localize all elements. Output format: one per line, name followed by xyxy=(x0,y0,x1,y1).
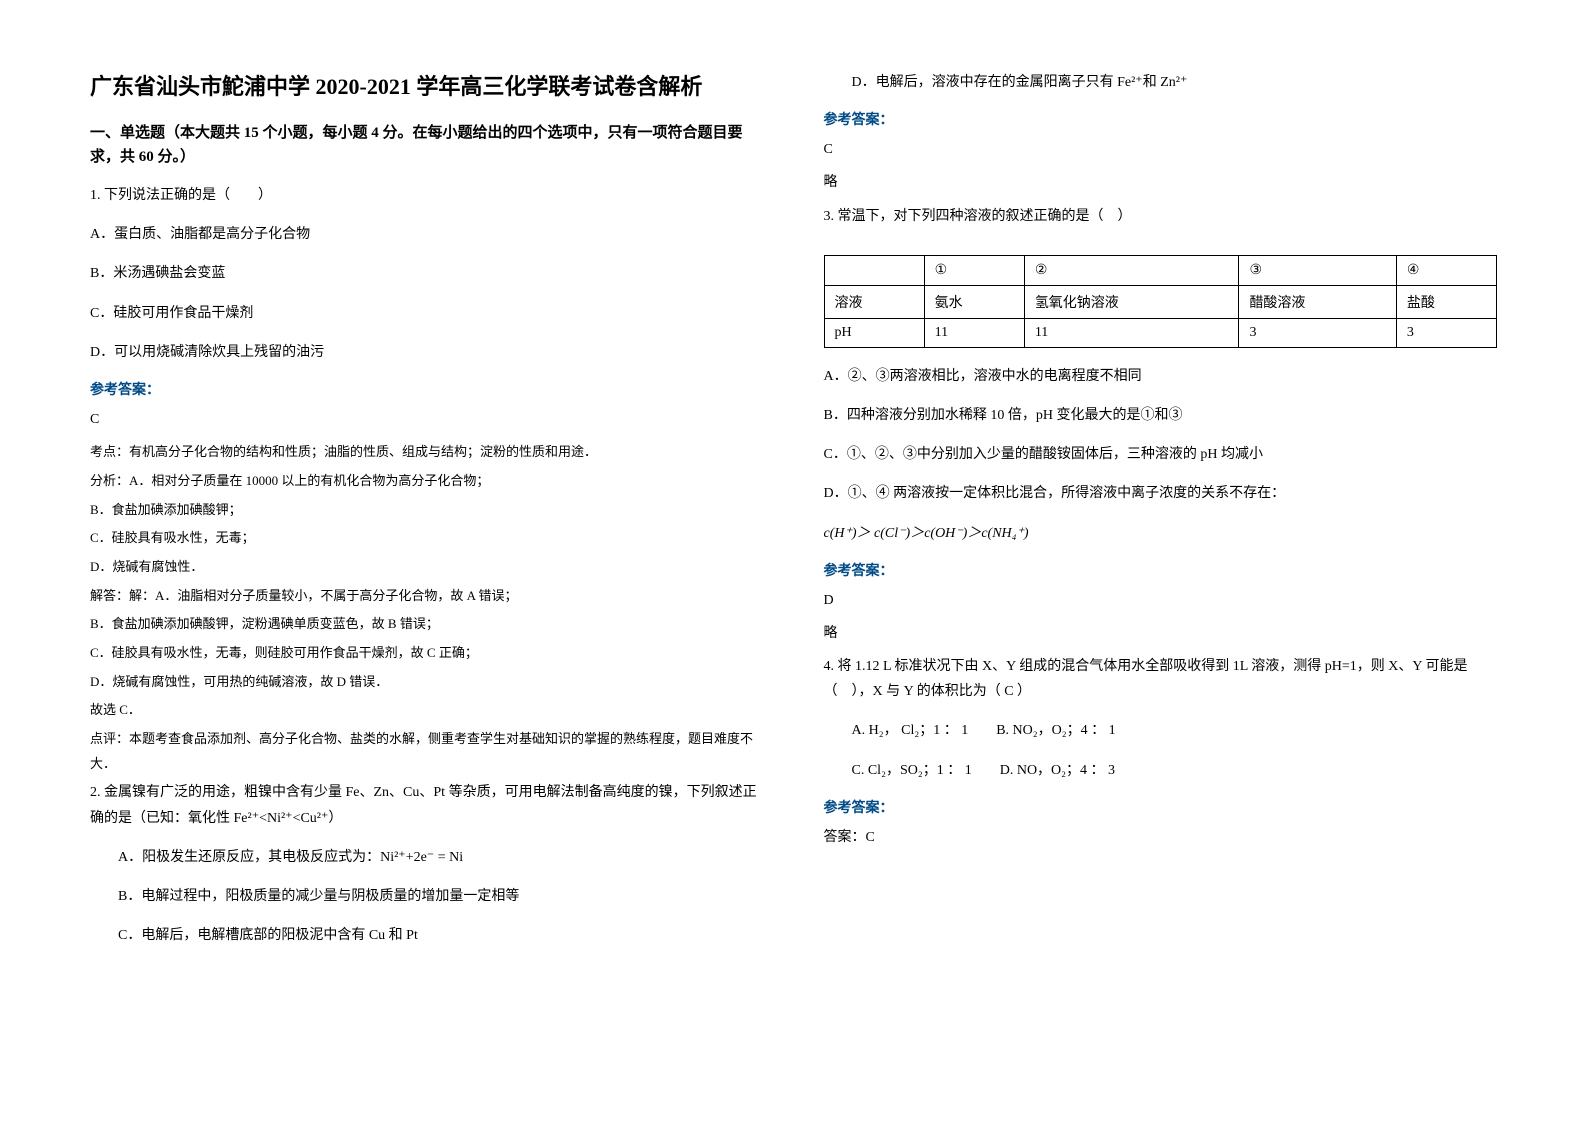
section-header: 一、单选题（本大题共 15 个小题，每小题 4 分。在每小题给出的四个选项中，只… xyxy=(90,121,764,169)
q1-stem: 1. 下列说法正确的是（ ） xyxy=(90,183,764,208)
table-cell: 11 xyxy=(924,318,1024,347)
left-column: 广东省汕头市鮀浦中学 2020-2021 学年高三化学联考试卷含解析 一、单选题… xyxy=(90,70,764,1052)
q1-answer-label: 参考答案： xyxy=(90,379,764,399)
q1-answer: C xyxy=(90,407,764,432)
q4-answer-label: 参考答案： xyxy=(824,797,1498,817)
q1-option-a: A．蛋白质、油脂都是高分子化合物 xyxy=(90,222,764,247)
document-title: 广东省汕头市鮀浦中学 2020-2021 学年高三化学联考试卷含解析 xyxy=(90,70,764,103)
q2-option-c: C．电解后，电解槽底部的阳极泥中含有 Cu 和 Pt xyxy=(118,923,764,948)
q4-answer: 答案：C xyxy=(824,825,1498,850)
table-row: pH 11 11 3 3 xyxy=(824,318,1497,347)
q3-option-d: D．①、④ 两溶液按一定体积比混合，所得溶液中离子浓度的关系不存在： xyxy=(824,481,1498,506)
table-cell: 3 xyxy=(1239,318,1396,347)
q1-analysis-7: B．食盐加碘添加碘酸钾，淀粉遇碘单质变蓝色，故 B 错误； xyxy=(90,612,764,637)
table-header-row: ① ② ③ ④ xyxy=(824,255,1497,285)
q2-answer: C xyxy=(824,137,1498,162)
q4-option-ab: A. H₂， Cl₂；1 ： 1 B. NO₂，O₂；4 ： 1 xyxy=(852,718,1498,743)
q2-answer-label: 参考答案： xyxy=(824,109,1498,129)
q4-stem: 4. 将 1.12 L 标准状况下由 X、Y 组成的混合气体用水全部吸收得到 1… xyxy=(824,654,1498,704)
q3-answer-label: 参考答案： xyxy=(824,560,1498,580)
q2-stem: 2. 金属镍有广泛的用途，粗镍中含有少量 Fe、Zn、Cu、Pt 等杂质，可用电… xyxy=(90,780,764,830)
q3-table: ① ② ③ ④ 溶液 氨水 氢氧化钠溶液 醋酸溶液 盐酸 pH 11 11 3 … xyxy=(824,255,1498,348)
q2-option-a: A．阳极发生还原反应，其电极反应式为：Ni²⁺+2e⁻ = Ni xyxy=(118,845,764,870)
q1-analysis-6: 解答：解：A．油脂相对分子质量较小，不属于高分子化合物，故 A 错误； xyxy=(90,584,764,609)
table-row: 溶液 氨水 氢氧化钠溶液 醋酸溶液 盐酸 xyxy=(824,285,1497,318)
q1-analysis-4: C．硅胶具有吸水性，无毒； xyxy=(90,526,764,551)
q4-option-cd: C. Cl₂，SO₂；1 ： 1 D. NO，O₂；4 ： 3 xyxy=(852,758,1498,783)
q1-analysis-8: C．硅胶具有吸水性，无毒，则硅胶可用作食品干燥剂，故 C 正确； xyxy=(90,641,764,666)
table-cell: ③ xyxy=(1239,255,1396,285)
q3-stem: 3. 常温下，对下列四种溶液的叙述正确的是（ ） xyxy=(824,204,1498,229)
q1-option-c: C．硅胶可用作食品干燥剂 xyxy=(90,301,764,326)
table-cell: 溶液 xyxy=(824,285,924,318)
table-cell: 盐酸 xyxy=(1396,285,1496,318)
q1-analysis-11: 点评：本题考查食品添加剂、高分子化合物、盐类的水解，侧重考查学生对基础知识的掌握… xyxy=(90,727,764,776)
q1-option-d: D．可以用烧碱清除炊具上残留的油污 xyxy=(90,340,764,365)
q3-answer: D xyxy=(824,588,1498,613)
table-cell: ② xyxy=(1024,255,1239,285)
table-cell: 氢氧化钠溶液 xyxy=(1024,285,1239,318)
table-cell: 醋酸溶液 xyxy=(1239,285,1396,318)
q1-analysis-10: 故选 C． xyxy=(90,698,764,723)
q2-option-b: B．电解过程中，阳极质量的减少量与阴极质量的增加量一定相等 xyxy=(118,884,764,909)
table-cell xyxy=(824,255,924,285)
right-column: D．电解后，溶液中存在的金属阳离子只有 Fe²⁺和 Zn²⁺ 参考答案： C 略… xyxy=(824,70,1498,1052)
q3-formula: c(H⁺)＞ c(Cl⁻)＞c(OH⁻)＞c(NH₄⁺) xyxy=(824,521,1498,546)
q1-option-b: B．米汤遇碘盐会变蓝 xyxy=(90,261,764,286)
table-cell: ① xyxy=(924,255,1024,285)
table-cell: 11 xyxy=(1024,318,1239,347)
q1-analysis-5: D．烧碱有腐蚀性． xyxy=(90,555,764,580)
q3-option-a: A．②、③两溶液相比，溶液中水的电离程度不相同 xyxy=(824,364,1498,389)
q1-analysis-1: 考点：有机高分子化合物的结构和性质；油脂的性质、组成与结构；淀粉的性质和用途． xyxy=(90,440,764,465)
table-cell: pH xyxy=(824,318,924,347)
table-cell: 氨水 xyxy=(924,285,1024,318)
q1-analysis-9: D．烧碱有腐蚀性，可用热的纯碱溶液，故 D 错误． xyxy=(90,670,764,695)
q3-option-c: C．①、②、③中分别加入少量的醋酸铵固体后，三种溶液的 pH 均减小 xyxy=(824,442,1498,467)
q1-analysis-3: B．食盐加碘添加碘酸钾； xyxy=(90,498,764,523)
q2-brief: 略 xyxy=(824,170,1498,195)
q3-brief: 略 xyxy=(824,621,1498,646)
q1-analysis-2: 分析：A．相对分子质量在 10000 以上的有机化合物为高分子化合物； xyxy=(90,469,764,494)
table-cell: 3 xyxy=(1396,318,1496,347)
q3-option-b: B．四种溶液分别加水稀释 10 倍，pH 变化最大的是①和③ xyxy=(824,403,1498,428)
table-cell: ④ xyxy=(1396,255,1496,285)
q2-option-d: D．电解后，溶液中存在的金属阳离子只有 Fe²⁺和 Zn²⁺ xyxy=(852,70,1498,95)
